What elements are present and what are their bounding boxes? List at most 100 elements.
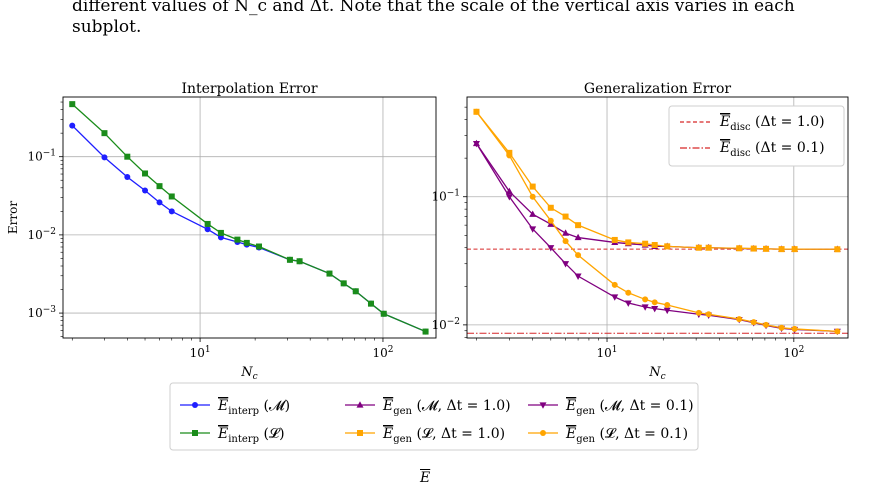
data-point-interp_L	[326, 270, 333, 277]
legend-label-interp_L: Einterp (𝓛)	[217, 426, 285, 445]
legend-label-gen_M_1: Egen (𝓜, Δt = 1.0)	[382, 398, 511, 417]
x-axis-label: Nc	[648, 365, 665, 382]
data-point-gen_L_1	[575, 222, 582, 229]
data-point-interp_M	[101, 154, 108, 161]
data-point-interp_L	[69, 101, 76, 108]
data-point-interp_M	[204, 226, 211, 233]
data-point-gen_L_1	[625, 239, 632, 246]
legend-swatch-marker-interp_M	[192, 402, 198, 408]
data-point-interp_L	[422, 328, 429, 335]
data-point-gen_L_1	[651, 242, 658, 249]
bottom-legend-box	[169, 382, 699, 451]
data-point-interp_L	[101, 130, 108, 137]
series-gen_L_1	[473, 108, 841, 253]
inner-legend-label-disc_01: Edisc (Δt = 0.1)	[719, 140, 825, 159]
legend-label-gen_M_01: Egen (𝓜, Δt = 0.1)	[565, 398, 694, 417]
bottom-glyph: E	[420, 470, 430, 486]
data-point-interp_L	[168, 193, 175, 200]
y-tick-label: 10−2	[27, 227, 56, 242]
series-gen_L_01	[473, 108, 841, 335]
chart-title: Generalization Error	[584, 81, 732, 97]
legend-swatch-marker-interp_L	[192, 430, 198, 436]
data-point-gen_L_01	[778, 324, 785, 331]
data-point-interp_L	[256, 243, 263, 250]
data-point-gen_L_1	[778, 246, 785, 253]
x-tick-label: 102	[372, 345, 393, 360]
data-point-gen_M_01	[663, 307, 671, 315]
data-point-interp_L	[156, 183, 163, 190]
data-point-gen_M_1	[529, 210, 537, 217]
legend-swatch-marker-gen_M_1	[356, 401, 364, 408]
data-point-gen_L_1	[664, 243, 671, 250]
data-point-gen_M_1	[562, 229, 570, 236]
data-point-gen_L_01	[547, 217, 554, 224]
x-tick-label: 102	[783, 345, 804, 360]
series-interp_M	[69, 122, 429, 335]
panel-2: 101 102 10−2 10−1 Generalization Error Nc	[431, 81, 849, 382]
data-point-gen_L_01	[651, 299, 658, 306]
data-point-gen_M_01	[624, 300, 632, 307]
figure-caption: different values of N_c and Δt. Note tha…	[72, 0, 862, 38]
axes-frame	[466, 96, 849, 339]
axes-frame	[62, 96, 437, 339]
data-point-gen_L_01	[736, 316, 743, 323]
legend-swatch-marker-gen_M_01	[539, 402, 547, 409]
x-axis-label: Nc	[240, 365, 257, 382]
data-point-gen_L_01	[506, 152, 513, 159]
caption-line-1: different values of N_c and Δt. Note tha…	[72, 0, 795, 16]
data-point-interp_L	[124, 153, 131, 160]
series-gen_M_01	[472, 140, 841, 336]
data-point-interp_L	[380, 310, 387, 317]
data-point-interp_L	[217, 229, 224, 236]
legend-swatch-marker-gen_L_01	[540, 430, 546, 436]
data-point-gen_L_01	[695, 309, 702, 316]
y-tick-label: 10−1	[431, 189, 460, 204]
data-point-gen_M_1	[574, 233, 582, 241]
series-line-interp_L	[71, 103, 426, 333]
y-tick-label: 10−2	[431, 317, 460, 332]
data-point-gen_L_1	[642, 240, 649, 247]
data-point-gen_M_01	[505, 194, 513, 201]
data-point-interp_L	[243, 239, 250, 246]
data-point-gen_M_01	[547, 245, 555, 252]
legend-label-gen_L_1: Egen (𝓛, Δt = 1.0)	[382, 426, 505, 445]
bottom-glyph-text: E	[420, 470, 431, 486]
panel-1: 101 102 10−3 10−2 10−1 Interpolation Error Nc E…	[6, 81, 437, 382]
chart-title: Interpolation Error	[181, 81, 317, 97]
data-point-gen_M_01	[562, 261, 570, 268]
data-point-gen_M_01	[641, 304, 649, 311]
data-point-interp_L	[367, 300, 374, 307]
data-point-gen_L_01	[575, 252, 582, 259]
data-point-gen_L_1	[562, 213, 569, 220]
data-point-interp_M	[69, 122, 76, 129]
data-point-interp_L	[204, 220, 211, 227]
legend-label-gen_L_01: Egen (𝓛, Δt = 0.1)	[565, 426, 688, 445]
data-point-gen_L_01	[705, 311, 712, 318]
x-tick-label: 101	[597, 345, 618, 360]
data-point-gen_M_1	[505, 187, 513, 195]
data-point-gen_L_01	[473, 108, 480, 115]
data-point-gen_M_01	[529, 226, 537, 233]
data-point-gen_M_01	[574, 273, 582, 280]
data-point-gen_M_01	[611, 294, 619, 301]
data-point-gen_L_01	[529, 193, 536, 200]
data-point-gen_L_01	[562, 238, 569, 245]
data-point-gen_L_1	[529, 183, 536, 190]
y-tick-label: 10−3	[27, 305, 56, 320]
data-point-gen_L_1	[705, 244, 712, 251]
data-point-gen_L_1	[763, 245, 770, 252]
data-point-gen_L_01	[611, 281, 618, 288]
caption-line-2: subplot.	[72, 17, 142, 37]
data-point-interp_L	[296, 258, 303, 265]
data-point-interp_M	[124, 173, 131, 180]
data-point-gen_L_1	[695, 244, 702, 251]
data-point-gen_M_01	[472, 140, 480, 148]
data-point-gen_L_01	[834, 328, 841, 335]
data-point-interp_L	[286, 256, 293, 263]
data-point-gen_M_01	[651, 305, 659, 313]
data-point-interp_M	[156, 199, 163, 206]
data-point-gen_L_1	[611, 236, 618, 243]
data-point-gen_L_01	[750, 319, 757, 326]
data-point-interp_L	[142, 170, 149, 177]
